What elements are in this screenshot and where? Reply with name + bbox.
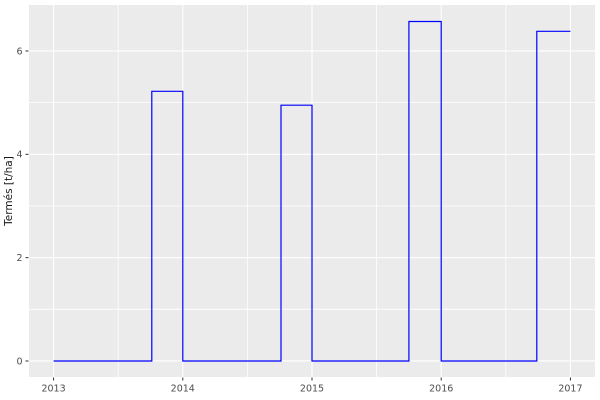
y-axis-title: Termés [t/ha]	[3, 156, 15, 227]
y-tick-label: 2	[16, 253, 22, 264]
y-tick-label: 6	[16, 46, 22, 57]
x-tick-label: 2017	[558, 384, 582, 395]
yield-step-line	[53, 20, 571, 362]
plot-layer: 2013 2014 2015 2016 2017 0 2 4 6	[16, 5, 595, 395]
y-tick-label: 4	[16, 150, 22, 161]
x-tick-label: 2014	[171, 384, 195, 395]
x-tick-label: 2013	[41, 384, 65, 395]
y-tick-label: 0	[16, 356, 22, 367]
x-tick-label: 2015	[300, 384, 324, 395]
x-tick-label: 2016	[429, 384, 453, 395]
